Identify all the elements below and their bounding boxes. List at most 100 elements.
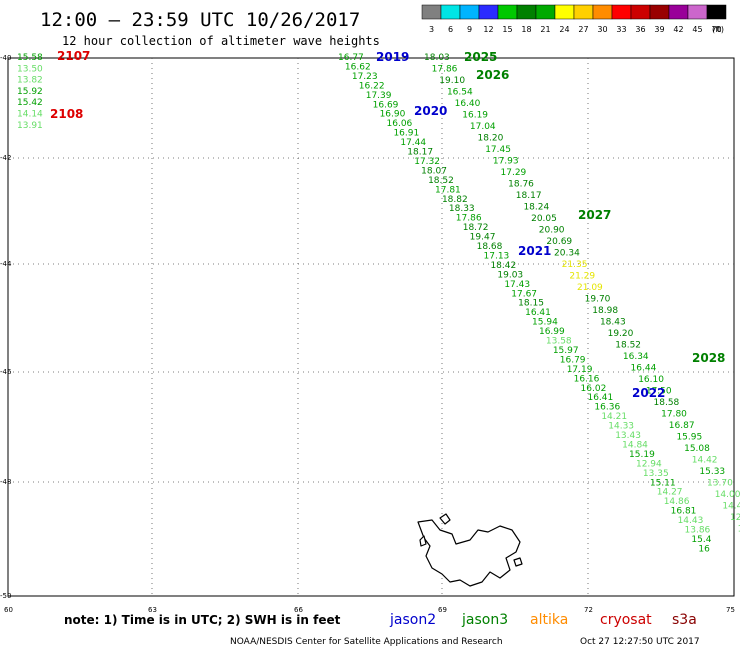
swh-value: 16.41 <box>525 308 551 318</box>
scale-swatch <box>554 4 575 20</box>
islet-west <box>419 535 427 547</box>
islet-north <box>439 513 451 525</box>
swh-value: 14.47 <box>722 502 740 512</box>
scale-swatch <box>535 4 556 20</box>
footer-timestamp: Oct 27 12:27:50 UTC 2017 <box>580 637 700 647</box>
swh-value: 14.33 <box>608 422 634 432</box>
swh-value: 18.03 <box>424 53 450 63</box>
swh-value: 14.43 <box>678 516 704 526</box>
mission-name: altika <box>530 612 568 628</box>
latitude-label: -48 <box>0 478 11 486</box>
swh-value: 18.15 <box>518 299 544 309</box>
swh-value: 18.82 <box>442 195 468 205</box>
plot-frame <box>7 57 735 597</box>
swh-value: 16.91 <box>393 129 419 139</box>
scale-swatch <box>459 4 480 20</box>
swh-value: 18.17 <box>407 148 433 158</box>
swh-value: 20.34 <box>554 249 580 259</box>
swh-value: 15.58 <box>17 53 43 63</box>
track-id-label: 2108 <box>50 107 83 121</box>
swh-value: 16.40 <box>455 99 481 109</box>
axis-labels: 60 63 66 69 72 75 -40 -42 -44 -46 -48 -50 <box>0 54 735 614</box>
scale-tick-label: 24 <box>559 25 569 34</box>
swh-value: 15.11 <box>650 478 676 488</box>
swh-value: 17.19 <box>567 365 593 375</box>
swh-value: 18.33 <box>449 204 475 214</box>
scale-tick-label: 15 <box>502 25 512 34</box>
mission-legend: jason2 jason3 altika cryosat s3a <box>389 612 697 628</box>
swh-value: 15.08 <box>684 444 710 454</box>
map-subtitle: 12 hour collection of altimeter wave hei… <box>62 34 380 48</box>
wave-height-color-scale: 3 6 9 12 15 18 21 24 27 30 33 36 39 42 45 70 <box>421 4 727 34</box>
swh-value: 21.35 <box>562 260 588 270</box>
swh-value: 13.50 <box>17 64 43 74</box>
swh-value: 16.22 <box>359 81 385 91</box>
scale-tick-label: 3 <box>429 25 434 34</box>
swh-value: 15.95 <box>676 433 702 443</box>
swh-value: 18.68 <box>477 242 503 252</box>
swh-value: 16.34 <box>623 352 649 362</box>
footer-note: note: 1) Time is in UTC; 2) SWH is in fe… <box>64 613 341 627</box>
scale-swatch <box>611 4 632 20</box>
swh-value: 15.4 <box>691 535 711 545</box>
swh-value: 18.43 <box>600 318 626 328</box>
swh-value: 14.21 <box>601 412 627 422</box>
swh-value: 12.5 <box>730 513 740 523</box>
scale-swatch <box>421 4 442 20</box>
swh-value: 17.50 <box>646 387 672 397</box>
scale-unit-label: (ft) <box>712 25 724 34</box>
swh-value: 16.41 <box>587 393 613 403</box>
swh-value: 17.80 <box>661 410 687 420</box>
longitude-label: 72 <box>584 606 593 614</box>
swh-value: 20.05 <box>531 214 557 224</box>
swh-value: 16.16 <box>574 374 600 384</box>
swh-value: 17.32 <box>414 157 440 167</box>
scale-tick-label: 39 <box>654 25 664 34</box>
swh-value: 19.70 <box>585 295 611 305</box>
scale-tick-label: 12 <box>483 25 493 34</box>
swh-value: 18.52 <box>428 176 454 186</box>
swh-value: 16.87 <box>669 421 695 431</box>
latitude-label: -44 <box>0 260 12 268</box>
swh-value: 15.94 <box>532 318 558 328</box>
swh-value: 17.29 <box>501 168 527 178</box>
scale-tick-label: 9 <box>467 25 472 34</box>
longitude-label: 60 <box>4 606 13 614</box>
swh-value: 20.90 <box>539 226 565 236</box>
swh-value: 15.92 <box>17 87 43 97</box>
track-id-label: 2020 <box>414 104 447 118</box>
plot-area <box>7 57 735 597</box>
swh-value: 16.69 <box>373 100 399 110</box>
swh-value: 14.27 <box>657 488 683 498</box>
track-id-label: 2107 <box>57 49 90 63</box>
swh-value: 16.36 <box>594 403 620 413</box>
swh-value: 13.43 <box>615 431 641 441</box>
scale-swatch <box>516 4 537 20</box>
swh-value: 19.20 <box>608 329 634 339</box>
map-title: 12:00 — 23:59 UTC 10/26/2017 <box>40 9 360 31</box>
kerguelen-islands-outline <box>417 513 523 587</box>
swh-value: 21.09 <box>577 283 603 293</box>
scale-tick-label: 27 <box>578 25 588 34</box>
mission-name: cryosat <box>600 612 652 628</box>
swh-value: 18.76 <box>508 180 534 190</box>
scale-tick-label: 36 <box>635 25 645 34</box>
swh-value: 16.19 <box>462 111 488 121</box>
swh-value: 13.35 <box>643 469 669 479</box>
track-id-label: 2028 <box>692 351 725 365</box>
swh-value: 16.81 <box>671 507 697 517</box>
scale-swatch <box>440 4 461 20</box>
scale-swatch <box>497 4 518 20</box>
swh-value: 17.86 <box>456 214 482 224</box>
swh-value: 18.07 <box>421 166 447 176</box>
track-id-label: 2026 <box>476 68 509 82</box>
longitude-label: 75 <box>726 606 735 614</box>
swh-value: 17.04 <box>470 122 496 132</box>
swh-value: 13 <box>738 525 740 535</box>
swh-value: 13.82 <box>17 76 43 86</box>
main-island <box>417 519 521 587</box>
swh-value: 18.72 <box>463 223 489 233</box>
swh-value: 17.13 <box>484 251 510 261</box>
scale-tick-label: 6 <box>448 25 453 34</box>
